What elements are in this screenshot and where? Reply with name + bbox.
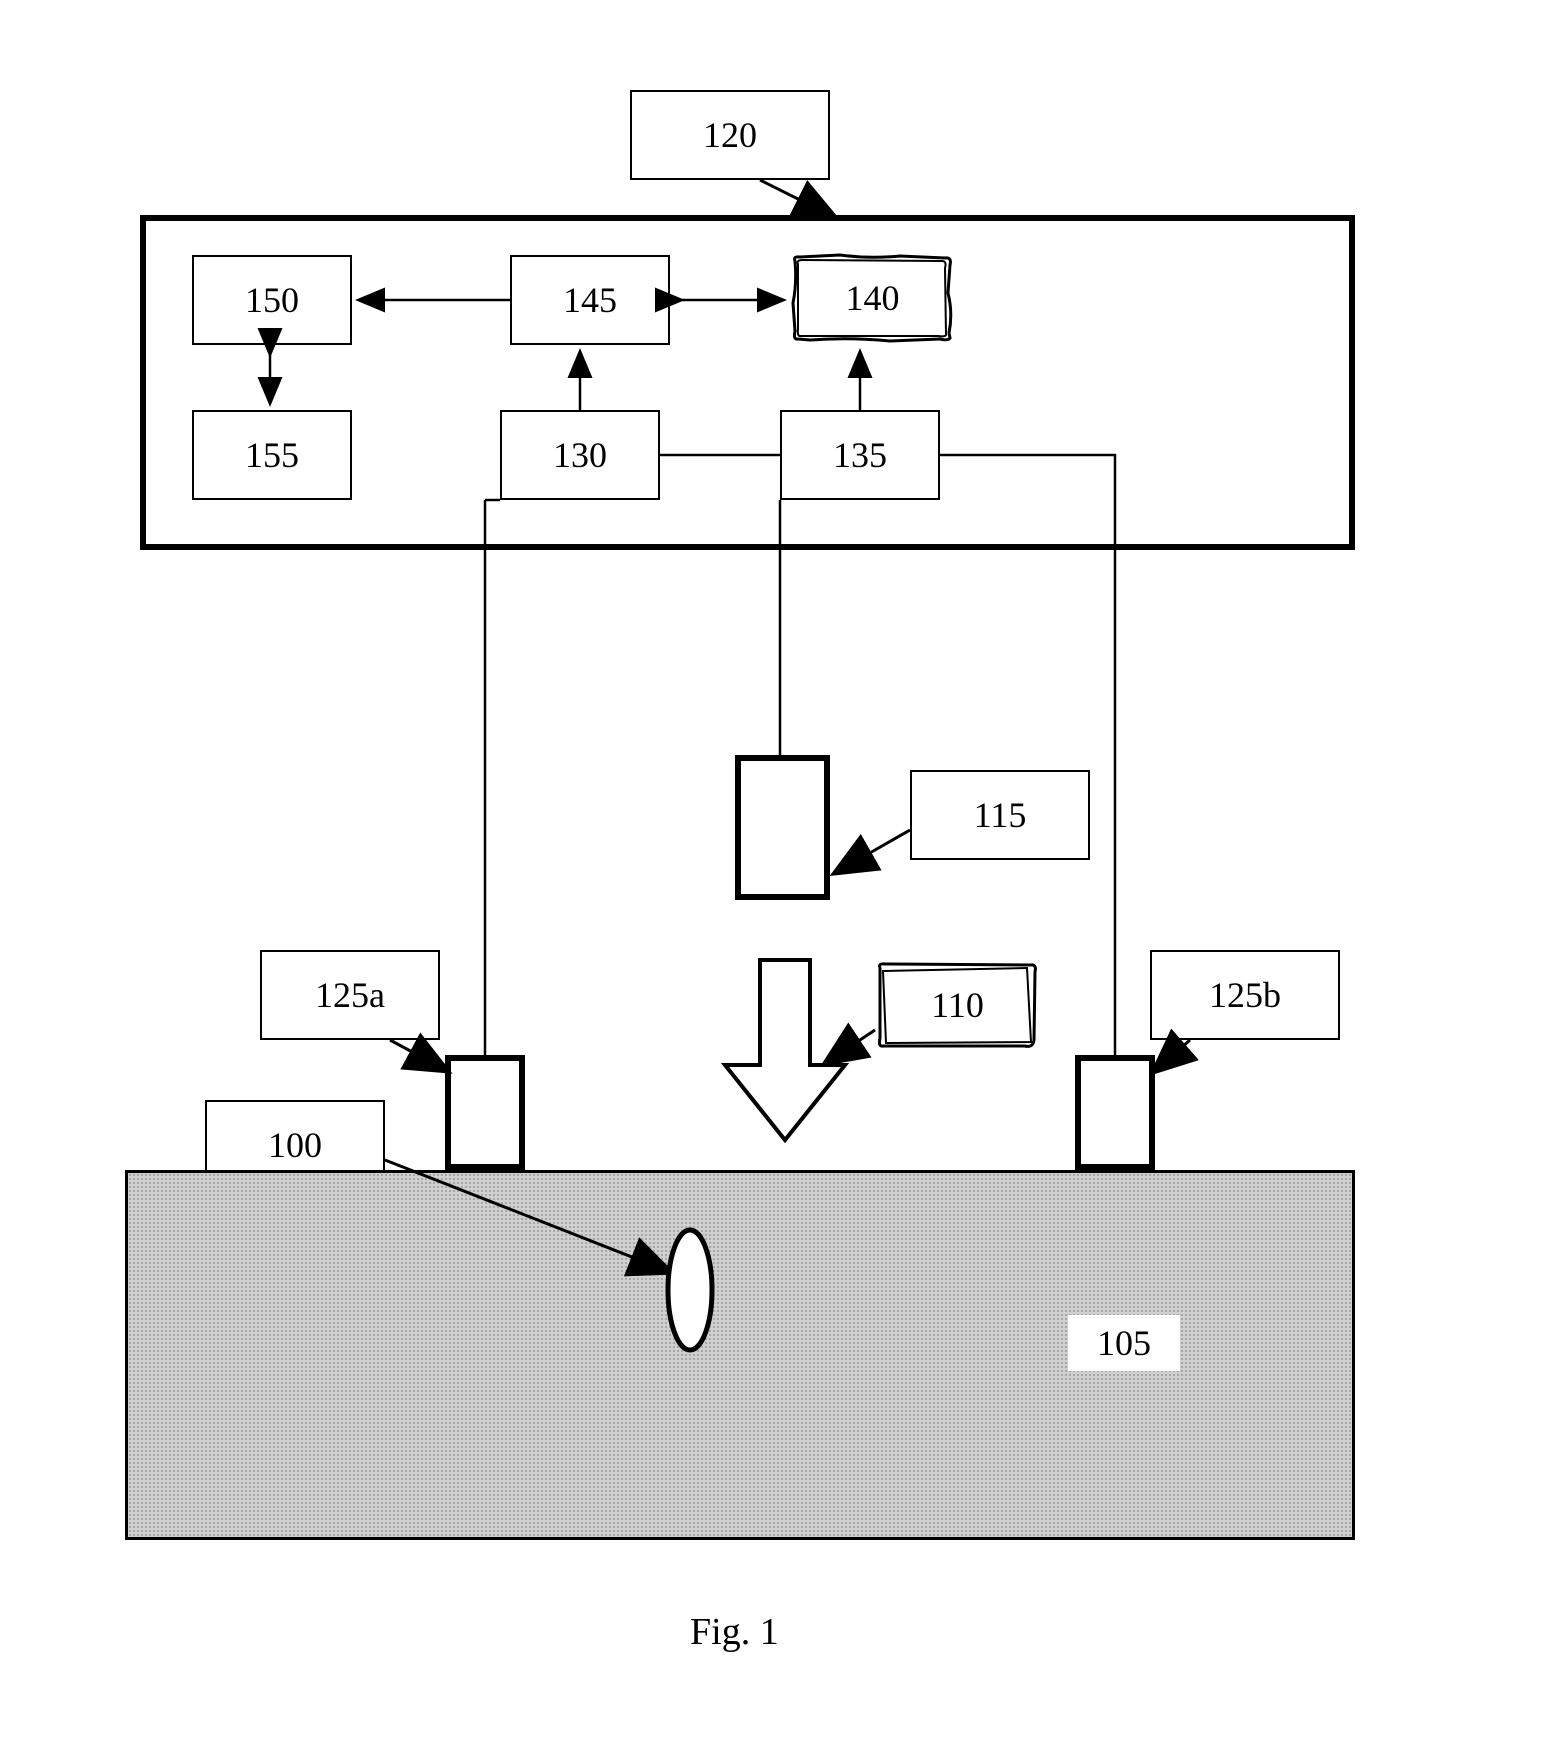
label-120-text: 120: [703, 114, 757, 156]
arrow-120-to-container: [760, 180, 830, 215]
label-125b-text: 125b: [1209, 974, 1281, 1016]
label-150: 150: [192, 255, 352, 345]
arrow-115-to-sensor: [840, 830, 910, 870]
label-145-text: 145: [563, 279, 617, 321]
figure-canvas: 120 150 145 140 155 130 135 115 125a 125…: [0, 0, 1551, 1750]
label-145: 145: [510, 255, 670, 345]
leg-b: [1075, 1055, 1155, 1170]
label-125b: 125b: [1150, 950, 1340, 1040]
label-140-text: 140: [846, 277, 900, 319]
label-115-text: 115: [974, 794, 1027, 836]
arrow-110-to-bigarrow: [830, 1030, 875, 1060]
label-130: 130: [500, 410, 660, 500]
sensor-box: [735, 755, 830, 900]
label-130-text: 130: [553, 434, 607, 476]
figure-caption-text: Fig. 1: [690, 1611, 779, 1653]
label-100-text: 100: [268, 1124, 322, 1166]
label-110-text: 110: [931, 984, 984, 1026]
label-110: 110: [875, 960, 1040, 1050]
label-135-text: 135: [833, 434, 887, 476]
figure-caption: Fig. 1: [690, 1610, 779, 1654]
label-155: 155: [192, 410, 352, 500]
label-120: 120: [630, 90, 830, 180]
label-125a-text: 125a: [315, 974, 385, 1016]
arrow-125b-to-legb: [1158, 1040, 1190, 1068]
label-105-text: 105: [1097, 1323, 1151, 1363]
label-140: 140: [790, 253, 955, 343]
arrow-125a-to-lega: [390, 1040, 442, 1068]
big-down-arrow-icon: [725, 960, 845, 1140]
label-115: 115: [910, 770, 1090, 860]
label-150-text: 150: [245, 279, 299, 321]
label-135: 135: [780, 410, 940, 500]
leg-a: [445, 1055, 525, 1170]
label-155-text: 155: [245, 434, 299, 476]
label-125a: 125a: [260, 950, 440, 1040]
label-105: 105: [1068, 1315, 1180, 1371]
